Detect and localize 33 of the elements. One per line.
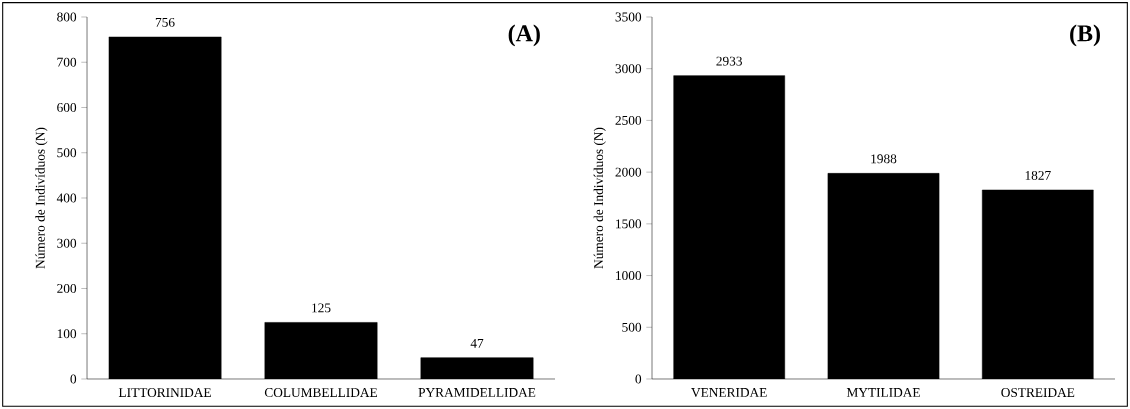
chart-title: (A) [508,24,540,47]
data-label: 47 [470,338,484,348]
x-tick-label: COLUMBELLIDAE [264,388,378,398]
y-tick-label: 0 [70,374,77,384]
y-tick-label: 500 [622,322,642,332]
y-tick-label: 2000 [615,167,642,177]
y-tick-label: 1500 [616,219,642,229]
x-tick-label: MYTILIDAE [846,388,920,397]
y-tick-label: 1000 [616,271,642,281]
y-tick-label: 600 [57,102,77,112]
chart-title: (B) [1070,24,1100,47]
y-tick-label: 3500 [615,12,642,22]
y-tick-label: 0 [635,374,642,384]
y-tick-label: 200 [57,283,77,293]
y-tick-label: 700 [57,57,77,67]
x-tick-label: OSTREIDAE [1001,388,1075,398]
y-tick-label: 500 [57,148,77,158]
data-label: 756 [155,17,175,27]
y-tick-label: 800 [57,12,77,22]
y-tick-label: 100 [57,329,77,339]
data-label: 1988 [871,154,897,164]
y-tick-label: 300 [57,238,77,248]
y-tick-label: 3000 [615,64,642,74]
x-tick-label: PYRAMIDELLIDAE [418,388,536,397]
y-axis-title: Número de Indivíduos (N) [593,127,606,269]
y-tick-label: 2500 [615,115,642,125]
x-tick-label: VENERIDAE [691,388,767,398]
x-tick-label: LITTORINIDAE [118,388,211,398]
data-label: 1827 [1025,170,1051,180]
y-tick-label: 400 [56,193,77,203]
data-label: 125 [312,303,331,313]
data-label: 2933 [716,56,742,66]
y-axis-title: Número de Indivíduos (N) [35,127,48,269]
